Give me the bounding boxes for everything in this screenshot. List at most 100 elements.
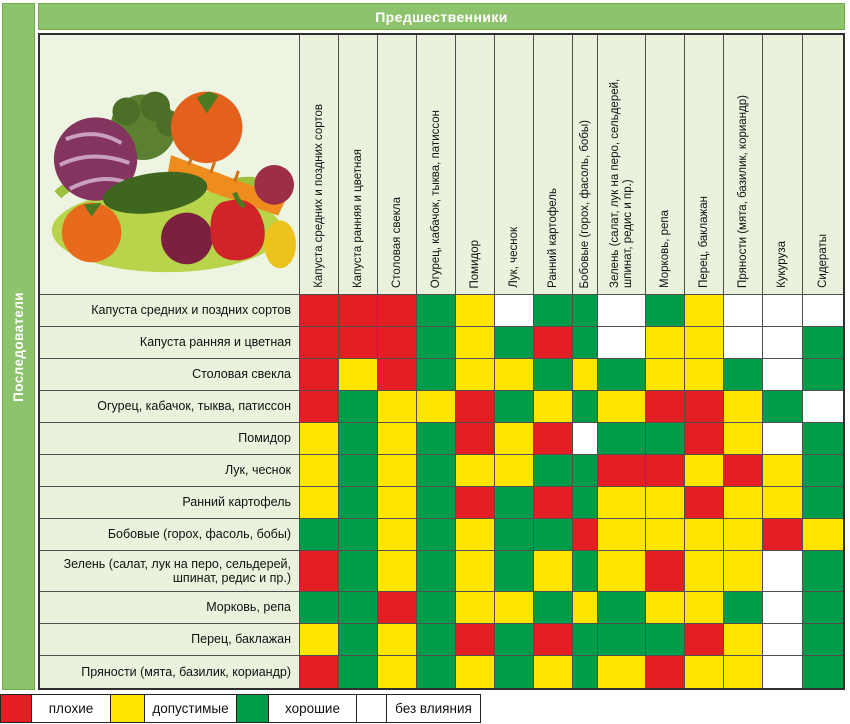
matrix-cell-none — [763, 624, 803, 655]
matrix-cell-none — [763, 423, 803, 454]
matrix-cell-bad — [685, 391, 724, 422]
matrix-cell-bad — [646, 551, 685, 591]
matrix-cell-good — [339, 423, 378, 454]
matrix-cell-ok — [456, 551, 495, 591]
matrix-cell-good — [417, 656, 456, 688]
row-label: Бобовые (горох, фасоль, бобы) — [40, 519, 300, 550]
matrix-cell-good — [573, 487, 598, 518]
matrix-cell-good — [495, 624, 534, 655]
column-header-label: Пряности (мята, базилик, кориандр) — [736, 95, 749, 288]
matrix-cell-ok — [456, 359, 495, 390]
matrix-cell-ok — [300, 423, 339, 454]
matrix-cell-none — [598, 295, 646, 326]
matrix-cell-none — [573, 423, 598, 454]
matrix-cell-none — [763, 327, 803, 358]
column-header-label: Кукуруза — [776, 241, 789, 288]
matrix-cell-ok — [378, 656, 417, 688]
matrix-cell-ok — [724, 656, 763, 688]
legend-label-good: хорошие — [268, 694, 357, 723]
matrix-cell-good — [803, 327, 843, 358]
row-label: Капуста ранняя и цветная — [40, 327, 300, 358]
matrix-cell-ok — [456, 656, 495, 688]
column-header-label: Сидераты — [816, 234, 829, 288]
matrix-cell-ok — [724, 624, 763, 655]
matrix-cell-good — [339, 487, 378, 518]
table-row: Помидор — [40, 423, 843, 455]
table-row: Морковь, репа — [40, 592, 843, 624]
table-row: Лук, чеснок — [40, 455, 843, 487]
matrix-cell-good — [417, 551, 456, 591]
column-header: Лук, чеснок — [495, 35, 534, 294]
matrix-cell-good — [598, 592, 646, 623]
matrix-cell-good — [724, 359, 763, 390]
column-header: Перец, баклажан — [685, 35, 724, 294]
column-header: Капуста средних и поздних сортов — [300, 35, 339, 294]
matrix-cell-ok — [534, 391, 573, 422]
matrix-cell-none — [763, 656, 803, 688]
column-header: Капуста ранняя и цветная — [339, 35, 378, 294]
matrix-cell-ok — [646, 359, 685, 390]
matrix-cell-good — [534, 519, 573, 550]
column-header: Морковь, репа — [646, 35, 685, 294]
row-label: Лук, чеснок — [40, 455, 300, 486]
column-header-label: Зелень (салат, лук на перо, сельдерей, ш… — [608, 78, 634, 288]
matrix-cell-good — [573, 327, 598, 358]
matrix-cell-ok — [646, 592, 685, 623]
column-header-label: Ранний картофель — [546, 188, 559, 288]
matrix-cell-ok — [456, 327, 495, 358]
matrix-cell-bad — [685, 624, 724, 655]
column-header: Столовая свекла — [378, 35, 417, 294]
matrix-cell-ok — [598, 551, 646, 591]
matrix-cell-good — [763, 391, 803, 422]
matrix-cell-bad — [763, 519, 803, 550]
matrix-cell-good — [573, 656, 598, 688]
matrix-cell-ok — [573, 359, 598, 390]
matrix-cell-ok — [456, 592, 495, 623]
crop-rotation-table: Капуста средних и поздних сортов Капуста … — [38, 33, 845, 690]
table-row: Капуста ранняя и цветная — [40, 327, 843, 359]
matrix-cell-bad — [339, 295, 378, 326]
followers-sidebar: Последователи — [2, 3, 35, 690]
matrix-cell-ok — [456, 455, 495, 486]
matrix-cell-good — [339, 592, 378, 623]
column-header: Ранний картофель — [534, 35, 573, 294]
matrix-cell-none — [803, 295, 843, 326]
matrix-cell-good — [803, 551, 843, 591]
matrix-cell-ok — [724, 487, 763, 518]
matrix-cell-good — [534, 455, 573, 486]
column-header-label: Капуста средних и поздних сортов — [312, 104, 325, 288]
matrix-cell-ok — [378, 391, 417, 422]
matrix-cell-bad — [300, 391, 339, 422]
matrix-cell-good — [598, 359, 646, 390]
matrix-cell-ok — [724, 519, 763, 550]
table-row: Ранний картофель — [40, 487, 843, 519]
matrix-cell-good — [573, 624, 598, 655]
matrix-cell-ok — [378, 423, 417, 454]
column-header-label: Огурец, кабачок, тыква, патиссон — [429, 109, 442, 288]
table-row: Бобовые (горох, фасоль, бобы) — [40, 519, 843, 551]
matrix-cell-bad — [339, 327, 378, 358]
matrix-cell-ok — [300, 624, 339, 655]
matrix-cell-ok — [763, 455, 803, 486]
column-header-label: Морковь, репа — [658, 210, 671, 288]
matrix-cell-bad — [300, 327, 339, 358]
matrix-cell-good — [339, 455, 378, 486]
matrix-cell-ok — [598, 519, 646, 550]
matrix-cell-ok — [685, 455, 724, 486]
matrix-cell-bad — [300, 656, 339, 688]
matrix-cell-good — [495, 487, 534, 518]
matrix-cell-good — [646, 423, 685, 454]
matrix-cell-good — [417, 519, 456, 550]
matrix-cell-good — [417, 624, 456, 655]
matrix-cell-ok — [685, 656, 724, 688]
matrix-cell-ok — [685, 592, 724, 623]
matrix-cell-good — [803, 624, 843, 655]
matrix-cell-good — [417, 423, 456, 454]
matrix-cell-good — [495, 656, 534, 688]
matrix-cell-good — [417, 327, 456, 358]
matrix-cell-ok — [378, 551, 417, 591]
matrix-cell-ok — [495, 423, 534, 454]
legend-swatch-good — [236, 694, 269, 723]
matrix-cell-ok — [573, 592, 598, 623]
matrix-cell-ok — [598, 391, 646, 422]
